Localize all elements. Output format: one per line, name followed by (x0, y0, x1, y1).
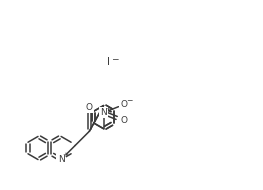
Text: I: I (107, 57, 109, 67)
Text: −: − (111, 55, 119, 63)
Text: +: + (63, 152, 69, 158)
Text: N: N (100, 108, 107, 117)
Text: O: O (86, 103, 93, 112)
Text: N: N (58, 155, 64, 164)
Text: O: O (120, 100, 127, 109)
Text: O: O (120, 116, 127, 125)
Text: −: − (126, 96, 133, 105)
Text: +: + (105, 106, 110, 111)
